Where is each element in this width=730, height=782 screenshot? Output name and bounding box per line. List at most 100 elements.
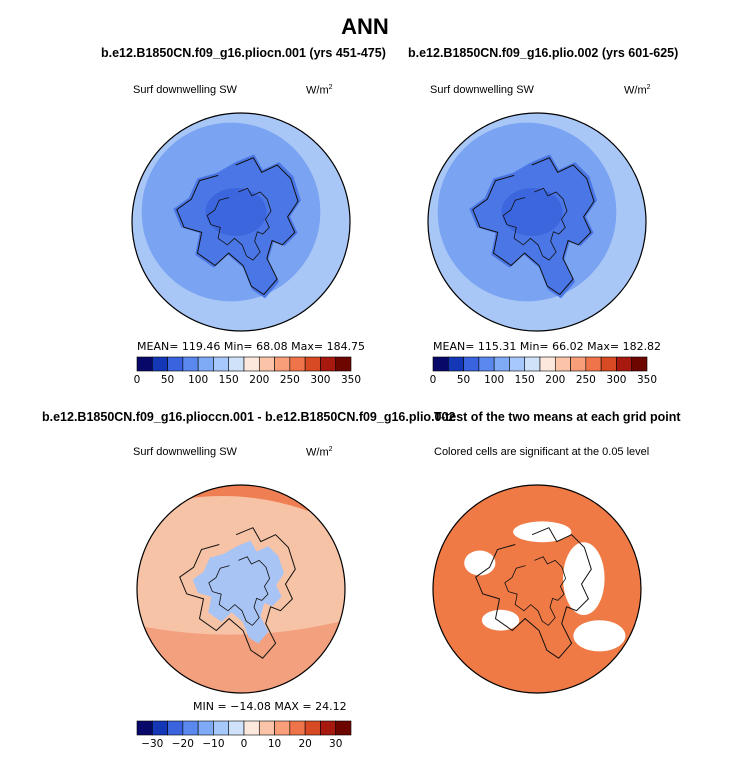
colorbar1-box xyxy=(320,356,337,372)
colorbar2-tick-label: 300 xyxy=(606,374,627,386)
map-border xyxy=(131,112,351,332)
colorbar1-box xyxy=(304,356,321,372)
map-border xyxy=(136,484,346,694)
colorbar1-box xyxy=(289,356,306,372)
colorbar2-box xyxy=(493,356,510,372)
panel4-subtitle: Colored cells are significant at the 0.0… xyxy=(434,446,650,458)
colorbar1-tick-label: 200 xyxy=(249,374,270,386)
coastline xyxy=(179,527,296,659)
colorbar3-box xyxy=(289,720,306,736)
panel1-stats: MEAN= 119.46 Min= 68.08 Max= 184.75 xyxy=(137,340,366,353)
colorbar3-tick-label: −10 xyxy=(202,738,225,750)
colorbar2-box xyxy=(631,356,648,372)
map-border xyxy=(432,484,642,694)
page-title: ANN xyxy=(341,14,389,39)
insignificant-patch xyxy=(481,609,520,631)
coastline xyxy=(475,527,592,659)
colorbar2-box xyxy=(432,356,449,372)
insignificant-patch xyxy=(563,542,605,615)
colorbar3-tick-label: −30 xyxy=(141,738,164,750)
colorbar1-box xyxy=(197,356,214,372)
colorbar3-box xyxy=(258,720,275,736)
colorbar2-box xyxy=(554,356,571,372)
colorbar2-box xyxy=(447,356,464,372)
colorbar3-tick-label: 20 xyxy=(298,738,312,750)
colorbar3-box xyxy=(197,720,214,736)
colorbar2-box xyxy=(570,356,587,372)
coastline-inner xyxy=(208,556,271,626)
coastline-inner xyxy=(502,187,568,261)
colorbar3-box xyxy=(243,720,260,736)
diff-strong-bottom xyxy=(137,620,345,693)
colorbar1-box xyxy=(258,356,275,372)
colorbar3-tick-label: 0 xyxy=(240,738,248,750)
insignificant-patch xyxy=(513,521,572,543)
colorbar2-box xyxy=(616,356,633,372)
colorbar1-box xyxy=(213,356,230,372)
coastline xyxy=(176,157,299,296)
panel1-units: W/m2 xyxy=(306,84,333,97)
map1-field xyxy=(132,113,350,331)
insignificant-patch xyxy=(573,620,626,652)
colorbar2-tick-label: 150 xyxy=(514,374,535,386)
colorbar1-tick-label: 100 xyxy=(188,374,209,386)
coastline-inner xyxy=(206,187,272,261)
colorbar1-box xyxy=(274,356,291,372)
colorbar2-box xyxy=(600,356,617,372)
panel4-title: T-test of the two means at each grid poi… xyxy=(434,410,681,424)
colorbar3-tick-label: 10 xyxy=(267,738,282,750)
colorbar1-tick-label: 300 xyxy=(310,374,331,386)
colorbar3-box xyxy=(213,720,230,736)
colorbar1-box xyxy=(243,356,260,372)
colorbar2-box xyxy=(509,356,526,372)
panel2-stats: MEAN= 115.31 Min= 66.02 Max= 182.82 xyxy=(433,340,662,353)
colorbar2-tick-label: 250 xyxy=(575,374,596,386)
colorbar3-box xyxy=(182,720,199,736)
map4-field xyxy=(433,485,641,693)
colorbar1-box xyxy=(136,356,153,372)
colorbar1-tick-label: 350 xyxy=(340,374,362,386)
colorbar2-box xyxy=(539,356,556,372)
colorbar3-box xyxy=(228,720,245,736)
colorbar2-box xyxy=(585,356,602,372)
panel3-stats: MIN = −14.08 MAX = 24.12 xyxy=(193,700,347,713)
colorbar3-box xyxy=(136,720,153,736)
colorbar1-box xyxy=(167,356,184,372)
colorbar1-box xyxy=(182,356,199,372)
colorbar1-tick-label: 50 xyxy=(160,374,175,386)
panel3-units: W/m2 xyxy=(306,446,333,459)
colorbar1-tick-label: 150 xyxy=(218,374,239,386)
colorbar2-tick-label: 350 xyxy=(636,374,658,386)
core-region xyxy=(501,188,563,236)
diff-negative xyxy=(192,540,284,644)
core-region xyxy=(205,188,267,236)
colorbar3-box xyxy=(274,720,291,736)
colorbar3-box xyxy=(320,720,337,736)
colorbar2-tick-label: 0 xyxy=(429,374,437,386)
colorbar2-box xyxy=(478,356,495,372)
colorbar2-tick-label: 100 xyxy=(484,374,505,386)
panel2-variable: Surf downwelling SW xyxy=(430,84,534,96)
colorbar3-box xyxy=(167,720,184,736)
panel1-title: b.e12.B1850CN.f09_g16.pliocn.001 (yrs 45… xyxy=(101,46,386,60)
map2-field xyxy=(428,113,646,331)
panel2-units: W/m2 xyxy=(624,84,651,97)
colorbar2-tick-label: 50 xyxy=(456,374,471,386)
colorbar1-box xyxy=(335,356,352,372)
colorbar2-tick-label: 200 xyxy=(545,374,566,386)
colorbar3-box xyxy=(335,720,352,736)
colorbar1-box xyxy=(228,356,245,372)
insignificant-patch xyxy=(464,550,496,576)
panel3-variable: Surf downwelling SW xyxy=(133,446,237,458)
map-border xyxy=(427,112,647,332)
colorbar2-box xyxy=(524,356,541,372)
colorbar3-tick-label: −20 xyxy=(171,738,194,750)
colorbar3-box xyxy=(304,720,321,736)
colorbar3-box xyxy=(151,720,168,736)
coastline xyxy=(472,157,595,296)
panel2-title: b.e12.B1850CN.f09_g16.plio.002 (yrs 601-… xyxy=(408,46,679,60)
colorbar3-tick-label: 30 xyxy=(329,738,343,750)
panel3-title: b.e12.B1850CN.f09_g16.plioccn.001 - b.e1… xyxy=(42,410,456,424)
colorbar2-box xyxy=(463,356,480,372)
